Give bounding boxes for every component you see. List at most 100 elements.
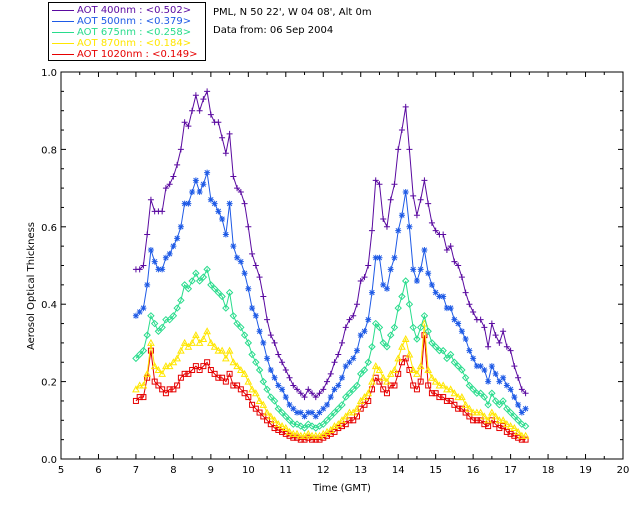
data-point-aot-1020nm (327, 430, 334, 437)
data-point-aot-870nm (360, 393, 369, 401)
data-point-aot-400nm (140, 262, 147, 269)
data-point-aot-870nm (491, 412, 500, 420)
data-point-aot-500nm (507, 386, 514, 393)
data-point-aot-500nm (174, 235, 181, 242)
data-point-aot-400nm (485, 343, 492, 350)
data-point-aot-500nm (320, 405, 327, 412)
data-point-aot-500nm (177, 223, 184, 230)
data-point-aot-870nm (416, 362, 425, 370)
data-point-aot-1020nm (376, 378, 383, 385)
data-point-aot-1020nm (219, 374, 226, 381)
data-point-aot-675nm (192, 269, 200, 277)
data-point-aot-400nm (230, 173, 237, 180)
data-point-aot-400nm (327, 370, 334, 377)
data-point-aot-870nm (240, 369, 249, 377)
data-point-aot-500nm (406, 223, 413, 230)
x-tick-label: 9 (208, 465, 214, 476)
data-point-aot-1020nm (264, 417, 271, 424)
data-point-aot-870nm (195, 338, 204, 346)
data-point-aot-500nm (342, 363, 349, 370)
x-tick-label: 19 (579, 465, 592, 476)
data-point-aot-500nm (365, 316, 372, 323)
data-point-aot-1020nm (511, 432, 518, 439)
data-point-aot-400nm (264, 316, 271, 323)
data-point-aot-500nm (282, 394, 289, 401)
data-point-aot-400nm (200, 96, 207, 103)
data-point-aot-400nm (496, 339, 503, 346)
data-point-aot-1020nm (339, 423, 345, 430)
data-point-aot-400nm (447, 243, 454, 250)
data-point-aot-675nm (143, 331, 151, 339)
data-point-aot-400nm (492, 332, 499, 339)
data-point-aot-675nm (270, 397, 279, 405)
data-point-aot-1020nm (361, 401, 368, 408)
data-point-aot-400nm (481, 324, 488, 331)
data-point-aot-675nm (386, 331, 395, 339)
data-point-aot-1020nm (294, 434, 301, 441)
data-point-aot-400nm (398, 127, 405, 134)
data-point-aot-870nm (338, 416, 346, 424)
data-point-aot-400nm (324, 378, 331, 385)
data-point-aot-870nm (345, 408, 354, 416)
data-point-aot-1020nm (151, 378, 158, 385)
data-point-aot-400nm (402, 103, 409, 110)
data-point-aot-500nm (447, 305, 454, 312)
data-point-aot-500nm (335, 382, 342, 389)
data-point-aot-400nm (219, 134, 226, 141)
data-point-aot-675nm (218, 292, 226, 301)
data-point-aot-870nm (517, 431, 526, 439)
data-point-aot-1020nm (309, 436, 316, 443)
data-point-aot-675nm (263, 385, 271, 394)
legend-swatch-870nm (52, 42, 74, 44)
data-point-aot-870nm (210, 342, 219, 350)
data-point-aot-870nm (289, 429, 298, 437)
data-point-aot-675nm (375, 323, 384, 332)
y-tick-label: 0.6 (41, 223, 57, 234)
data-point-aot-400nm (320, 386, 327, 393)
data-point-aot-1020nm (256, 409, 263, 416)
data-point-aot-500nm (275, 382, 282, 389)
data-point-aot-675nm (383, 343, 391, 351)
data-point-aot-1020nm (189, 366, 196, 373)
data-point-aot-675nm (518, 420, 526, 428)
data-point-aot-400nm (339, 339, 345, 346)
data-point-aot-500nm (462, 336, 469, 343)
data-point-aot-500nm (192, 177, 199, 184)
data-point-aot-870nm (147, 338, 155, 346)
data-point-aot-500nm (350, 355, 357, 362)
x-tick-label: 17 (504, 465, 517, 476)
data-point-aot-870nm (349, 408, 358, 416)
data-point-aot-675nm (222, 304, 230, 312)
data-point-aot-870nm (461, 400, 470, 408)
data-point-aot-500nm (425, 270, 432, 277)
data-point-aot-400nm (222, 150, 229, 157)
data-point-aot-675nm (476, 389, 485, 397)
data-point-aot-500nm (301, 413, 308, 420)
data-point-aot-870nm (405, 350, 414, 358)
data-point-aot-870nm (514, 427, 522, 435)
data-point-aot-400nm (428, 219, 435, 226)
legend-label-400nm: AOT 400nm : <0.502> (77, 5, 192, 16)
data-point-aot-675nm (401, 277, 410, 285)
data-point-aot-1020nm (230, 382, 237, 389)
data-point-aot-400nm (301, 394, 308, 401)
data-point-aot-870nm (424, 365, 433, 373)
data-point-aot-1020nm (222, 378, 229, 385)
legend-label-675nm: AOT 675nm : <0.258> (77, 27, 192, 38)
data-point-aot-400nm (279, 359, 286, 366)
data-point-aot-675nm (409, 323, 417, 332)
data-point-aot-675nm (334, 404, 342, 413)
data-point-aot-675nm (308, 422, 316, 430)
data-point-aot-500nm (204, 169, 211, 176)
data-point-aot-675nm (150, 319, 159, 328)
data-point-aot-870nm (510, 423, 519, 432)
data-point-aot-400nm (181, 119, 188, 126)
data-point-aot-500nm (455, 320, 462, 327)
data-point-aot-675nm (342, 393, 350, 401)
data-point-aot-400nm (406, 146, 413, 153)
data-point-aot-500nm (417, 266, 424, 273)
data-point-aot-1020nm (443, 397, 450, 404)
data-point-aot-400nm (249, 250, 256, 257)
data-point-aot-1020nm (162, 390, 169, 397)
